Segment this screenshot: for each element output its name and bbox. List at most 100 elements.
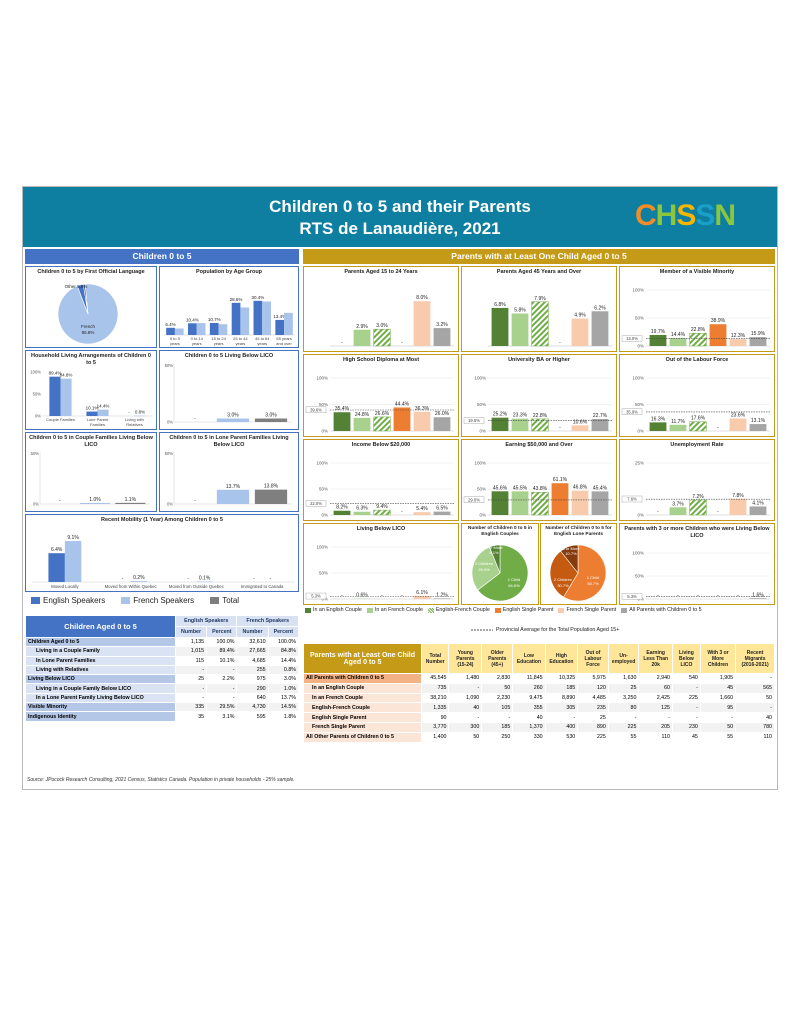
x-tick-label: years bbox=[192, 341, 202, 346]
children-table: Children Aged 0 to 5 English Speakers Fr… bbox=[25, 615, 300, 722]
bar bbox=[196, 581, 213, 583]
avg-label-box bbox=[621, 495, 643, 503]
table-cell: 1.0% bbox=[267, 683, 300, 694]
bar bbox=[749, 424, 767, 431]
avg-label-box bbox=[305, 406, 327, 414]
pie-label: 2 Children bbox=[475, 561, 493, 566]
y-tick-label: 100% bbox=[316, 376, 328, 381]
vismin-bar-chart: 100% 50% 0% 19.7% 14.4% 22.8% 38.9% 12.3% 15.9% 1… bbox=[621, 288, 770, 349]
bar bbox=[231, 302, 241, 335]
y-tick-label: 50% bbox=[31, 451, 40, 456]
table-row: Living in a Couple Family 1,015 89.4% 27,66… bbox=[25, 646, 300, 657]
data-label: 0.2% bbox=[133, 575, 145, 581]
table-cell: 55 bbox=[699, 731, 737, 743]
column-header: Number bbox=[236, 626, 269, 638]
bar bbox=[353, 329, 371, 346]
table-cell: 250 bbox=[481, 731, 514, 743]
bar bbox=[48, 553, 65, 582]
data-label: 22.8% bbox=[691, 327, 706, 333]
avg-label: 7.6% bbox=[627, 497, 637, 502]
bar bbox=[60, 378, 72, 416]
data-label: 6.5% bbox=[436, 506, 448, 512]
table-cell: 120 bbox=[577, 682, 609, 694]
data-label: - bbox=[194, 498, 196, 504]
legend-french: French Speakers bbox=[133, 596, 195, 605]
data-label: 26.6% bbox=[375, 411, 390, 417]
x-tick-label: and over bbox=[276, 341, 292, 346]
table-cell: 110 bbox=[638, 731, 673, 743]
table-cell: - bbox=[206, 692, 238, 704]
row-label: Visible Minority bbox=[25, 702, 176, 713]
data-label: 17.6% bbox=[691, 416, 706, 422]
legend-item: English-French Couple bbox=[435, 607, 490, 613]
infographic: Children 0 to 5 and their Parents RTS de… bbox=[22, 186, 778, 790]
lico-all-bar-chart: 50% 0% - 3.0% 3.0% bbox=[165, 363, 292, 425]
panel-earn50: Earning $50,000 and Over 100% 50% 0% 45.6% 4… bbox=[461, 439, 617, 521]
bar bbox=[275, 319, 285, 335]
data-label: 25.2% bbox=[493, 412, 508, 418]
table-row: Living with Relatives - -255 0.8% bbox=[25, 664, 300, 676]
pie-label: 29.3% bbox=[478, 567, 490, 572]
y-tick-label: 0% bbox=[321, 429, 328, 434]
data-label: 8.2% bbox=[336, 505, 348, 511]
table-cell: 4,685 bbox=[236, 655, 269, 666]
table-cell: 35 bbox=[174, 711, 208, 722]
bar bbox=[254, 418, 288, 422]
table-row: In an French Couple 38,210 1,090 2,230 9,475… bbox=[303, 692, 775, 704]
column-header: Number bbox=[174, 626, 208, 638]
y-tick-label: 50% bbox=[319, 487, 328, 492]
chart-title: Member of a Visible Minority bbox=[659, 269, 735, 275]
table-cell: 60 bbox=[638, 682, 673, 694]
bar bbox=[433, 598, 451, 599]
data-label: 6.2% bbox=[594, 305, 606, 311]
age-bar-chart: 6.4%10.4% 10.7%28.6% 30.4%13.4%0 to 5years… bbox=[164, 295, 295, 346]
avg-label-box bbox=[463, 417, 485, 424]
table-cell: 1,090 bbox=[448, 692, 483, 704]
bar bbox=[373, 328, 391, 347]
table-cell: 90 bbox=[420, 712, 450, 723]
table-cell: 255 bbox=[236, 664, 269, 676]
pie-label: 6.1% bbox=[489, 550, 499, 555]
table-cell: 4,730 bbox=[236, 702, 269, 713]
data-label: 45.5% bbox=[513, 485, 528, 491]
table-row: All Parents with Children 0 to 5 45,545 1,… bbox=[303, 673, 775, 684]
table-cell: - bbox=[174, 664, 208, 676]
y-tick-label: 50% bbox=[165, 451, 174, 456]
x-tick-label: 0 to 5 bbox=[170, 336, 181, 341]
bar bbox=[353, 417, 371, 431]
table-cell: 2,425 bbox=[638, 692, 673, 704]
x-tick-label: Relatives bbox=[126, 422, 142, 427]
legend-swatch bbox=[210, 597, 220, 604]
legend-swatch bbox=[558, 607, 565, 613]
table-cell: 40 bbox=[448, 702, 483, 714]
table-cell: 305 bbox=[544, 702, 579, 714]
legend-swatch bbox=[121, 597, 131, 604]
pie-label: 2 Children bbox=[554, 577, 572, 582]
bar bbox=[571, 490, 589, 515]
data-label: 1.2% bbox=[436, 592, 448, 598]
column-header: Living Below LICO bbox=[671, 643, 701, 674]
bar bbox=[373, 416, 391, 432]
data-label: 6.8% bbox=[494, 302, 506, 308]
table-cell: 300 bbox=[448, 721, 483, 733]
x-tick-label: years bbox=[214, 341, 224, 346]
table-cell: 25 bbox=[174, 674, 208, 685]
avg-label-box bbox=[621, 593, 643, 600]
data-label: - bbox=[717, 509, 719, 515]
chart-title: Population by Age Group bbox=[195, 269, 263, 275]
data-label: 46.8% bbox=[573, 485, 588, 491]
title-line-2: RTS de Lanaudière, 2021 bbox=[299, 219, 501, 238]
data-label: 6.1% bbox=[416, 590, 428, 596]
data-label: 10.7% bbox=[208, 317, 221, 322]
data-label: - bbox=[697, 593, 699, 599]
y-tick-label: 50% bbox=[319, 571, 328, 576]
table-cell: - bbox=[448, 682, 483, 694]
table-cell: 50 bbox=[699, 721, 737, 733]
data-label: 16.3% bbox=[651, 416, 666, 422]
table-row: Living in a Couple Family Below LICO - -29… bbox=[25, 683, 300, 694]
table-cell: 29.5% bbox=[206, 702, 238, 713]
p45-bar-chart: 6.8% 5.8% 7.9% - 4.9% 6.2% bbox=[488, 296, 612, 347]
row-label: Living Below LICO bbox=[25, 674, 176, 685]
table-cell: 205 bbox=[638, 721, 673, 733]
legend-swatch bbox=[427, 607, 434, 613]
